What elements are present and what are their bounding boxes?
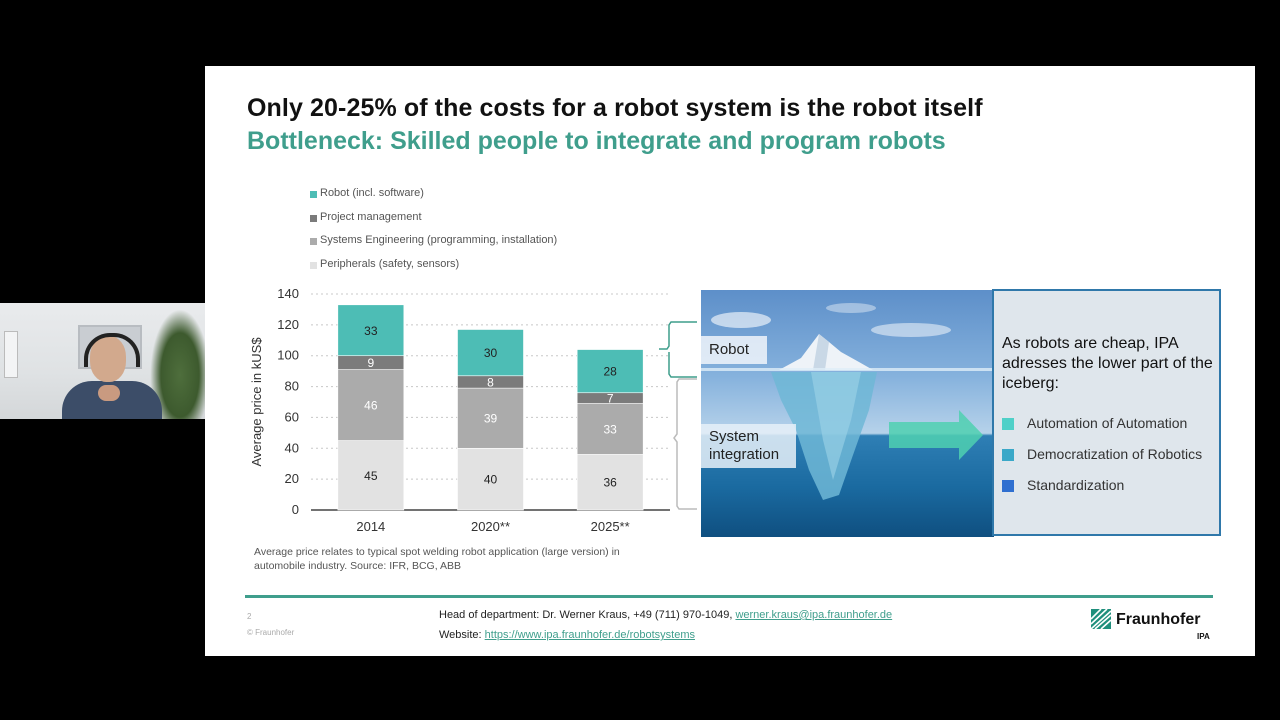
website-line: Website: https://www.ipa.fraunhofer.de/r… (439, 629, 695, 641)
data-label: 33 (603, 423, 617, 437)
bar-segment (337, 440, 405, 511)
contact-text: Head of department: Dr. Werner Kraus, +4… (439, 609, 736, 621)
bar-segment (457, 447, 524, 511)
x-tick-label: 2020** (471, 519, 510, 532)
robot-label: Robot (701, 336, 767, 364)
footer-divider (245, 595, 1213, 598)
x-tick-label: 2014 (356, 519, 385, 532)
person-hand (98, 385, 120, 401)
chart-footnote: Average price relates to typical spot we… (254, 546, 620, 572)
y-tick-label: 40 (285, 440, 299, 455)
system-label-line1: System (709, 428, 760, 445)
legend-swatch (310, 214, 317, 222)
data-label: 40 (484, 473, 498, 487)
slide-title: Only 20-25% of the costs for a robot sys… (247, 94, 983, 122)
y-tick-label: 100 (277, 348, 299, 363)
system-label-line2: integration (709, 446, 780, 463)
copyright: © Fraunhofer (247, 628, 295, 637)
headset-icon (84, 333, 140, 367)
page-number: 2 (247, 612, 252, 621)
info-box: As robots are cheap, IPA adresses the lo… (992, 289, 1221, 536)
bar-segment (457, 329, 524, 377)
data-label: 39 (484, 412, 498, 426)
data-label: 28 (603, 365, 617, 379)
info-swatch (1002, 418, 1014, 430)
wall-frame (4, 331, 18, 378)
bracket-connectors (659, 321, 697, 510)
logo-subtext: IPA (1197, 632, 1210, 641)
bar-segment (576, 454, 644, 511)
legend-label: Robot (incl. software) (320, 187, 424, 199)
legend-swatch (310, 238, 317, 245)
data-label: 30 (484, 346, 498, 360)
legend-label: Project management (320, 210, 422, 223)
data-label: 45 (364, 469, 378, 483)
bar-segment (576, 349, 644, 394)
info-item-label: Automation of Automation (1027, 415, 1188, 431)
y-tick-label: 120 (277, 317, 299, 332)
bar-segment (337, 369, 405, 441)
data-label: 46 (364, 399, 378, 413)
data-label: 33 (364, 324, 378, 338)
legend-label: Peripherals (safety, sensors) (320, 257, 460, 270)
y-tick-label: 20 (285, 471, 299, 486)
stacked-bar-chart: 0 20 40 60 80 100 120 140 Average price in kUS$ 4… (245, 282, 685, 534)
info-item-label: Democratization of Robotics (1027, 446, 1203, 462)
y-tick-label: 140 (277, 286, 299, 301)
logo-text: Fraunhofer (1116, 611, 1201, 628)
iceberg-illustration (701, 303, 994, 500)
y-tick-label: 0 (292, 502, 299, 517)
info-swatch (1002, 480, 1014, 492)
website-text: Website: (439, 629, 485, 641)
y-axis-label: Average price in kUS$ (249, 337, 264, 467)
legend-swatch (310, 191, 317, 198)
contact-line: Head of department: Dr. Werner Kraus, +4… (439, 609, 892, 621)
webcam-thumbnail (0, 303, 205, 419)
info-item-label: Standardization (1027, 477, 1125, 493)
website-link[interactable]: https://www.ipa.fraunhofer.de/robotsyste… (484, 629, 695, 641)
data-label: 9 (367, 356, 374, 370)
fraunhofer-logo-icon (1091, 609, 1111, 629)
bar-segment (337, 304, 405, 357)
y-tick-label: 80 (285, 379, 299, 394)
slide-subtitle: Bottleneck: Skilled people to integrate … (247, 127, 946, 155)
chart-svg: 0 20 40 60 80 100 120 140 Average price in kUS$ 4… (249, 286, 670, 534)
presentation-slide: Only 20-25% of the costs for a robot sys… (205, 66, 1255, 656)
bar-segment (576, 403, 644, 455)
system-integration-label: System integration (701, 424, 796, 468)
x-tick-label: 2025** (591, 519, 630, 532)
legend-swatch (310, 261, 317, 269)
y-tick-label: 60 (285, 409, 299, 424)
data-label: 7 (607, 392, 614, 406)
legend-label: Systems Engineering (programming, instal… (320, 234, 558, 246)
info-swatch (1002, 449, 1014, 461)
email-link[interactable]: werner.kraus@ipa.fraunhofer.de (735, 609, 893, 621)
fraunhofer-logo: Fraunhofer IPA (1091, 607, 1217, 643)
data-label: 8 (487, 375, 494, 389)
iceberg-image: Robot System integration (701, 290, 994, 537)
data-label: 36 (603, 476, 617, 490)
info-heading: As robots are cheap, IPA adresses the lo… (1002, 335, 1213, 392)
